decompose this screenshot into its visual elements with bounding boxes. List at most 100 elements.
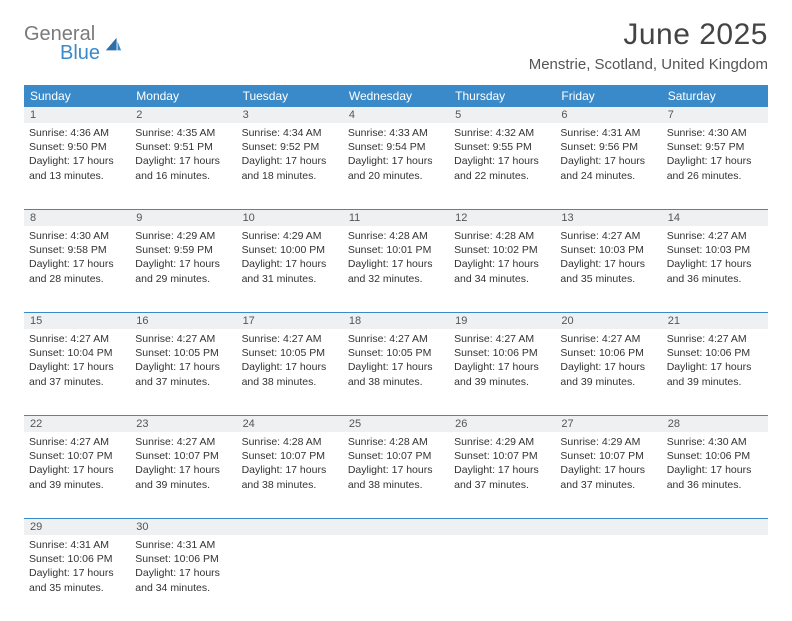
brand-logo: General Blue [24, 24, 122, 63]
day-number-row: 22232425262728 [24, 416, 768, 432]
day-number: 12 [449, 210, 555, 226]
sunset-line: Sunset: 10:03 PM [560, 243, 656, 257]
daylight-line: Daylight: 17 hours and 26 minutes. [667, 154, 763, 182]
sunrise-line: Sunrise: 4:29 AM [242, 229, 338, 243]
day-cell: Sunrise: 4:27 AMSunset: 10:06 PMDaylight… [662, 329, 768, 415]
daylight-line: Daylight: 17 hours and 32 minutes. [348, 257, 444, 285]
day-info: Sunrise: 4:29 AMSunset: 10:07 PMDaylight… [560, 435, 656, 492]
day-header-wed: Wednesday [343, 85, 449, 107]
day-info: Sunrise: 4:28 AMSunset: 10:01 PMDaylight… [348, 229, 444, 286]
day-cell: Sunrise: 4:27 AMSunset: 10:06 PMDaylight… [555, 329, 661, 415]
sunrise-line: Sunrise: 4:27 AM [135, 435, 231, 449]
day-number: 17 [237, 313, 343, 329]
day-number: 14 [662, 210, 768, 226]
empty-cell [555, 535, 661, 621]
sunset-line: Sunset: 10:04 PM [29, 346, 125, 360]
day-header-mon: Monday [130, 85, 236, 107]
sunrise-line: Sunrise: 4:27 AM [667, 332, 763, 346]
daylight-line: Daylight: 17 hours and 39 minutes. [135, 463, 231, 491]
sunset-line: Sunset: 9:55 PM [454, 140, 550, 154]
daylight-line: Daylight: 17 hours and 29 minutes. [135, 257, 231, 285]
day-cell: Sunrise: 4:31 AMSunset: 10:06 PMDaylight… [130, 535, 236, 621]
day-number [237, 519, 343, 535]
daylight-line: Daylight: 17 hours and 34 minutes. [454, 257, 550, 285]
day-cell: Sunrise: 4:32 AMSunset: 9:55 PMDaylight:… [449, 123, 555, 209]
day-number: 6 [555, 107, 661, 123]
day-number: 21 [662, 313, 768, 329]
location-text: Menstrie, Scotland, United Kingdom [529, 56, 768, 73]
sunset-line: Sunset: 10:05 PM [135, 346, 231, 360]
sunrise-line: Sunrise: 4:36 AM [29, 126, 125, 140]
sunset-line: Sunset: 10:06 PM [667, 449, 763, 463]
sunset-line: Sunset: 10:06 PM [135, 552, 231, 566]
day-info: Sunrise: 4:30 AMSunset: 10:06 PMDaylight… [667, 435, 763, 492]
day-info: Sunrise: 4:27 AMSunset: 10:05 PMDaylight… [348, 332, 444, 389]
empty-cell [662, 535, 768, 621]
sunrise-line: Sunrise: 4:27 AM [135, 332, 231, 346]
sunset-line: Sunset: 10:03 PM [667, 243, 763, 257]
sunset-line: Sunset: 10:06 PM [454, 346, 550, 360]
empty-cell [449, 535, 555, 621]
day-number: 11 [343, 210, 449, 226]
sunset-line: Sunset: 10:07 PM [242, 449, 338, 463]
day-number: 27 [555, 416, 661, 432]
day-cell: Sunrise: 4:27 AMSunset: 10:04 PMDaylight… [24, 329, 130, 415]
day-cell: Sunrise: 4:28 AMSunset: 10:01 PMDaylight… [343, 226, 449, 312]
daylight-line: Daylight: 17 hours and 35 minutes. [560, 257, 656, 285]
week-row: Sunrise: 4:27 AMSunset: 10:07 PMDaylight… [24, 432, 768, 519]
day-number [343, 519, 449, 535]
daylight-line: Daylight: 17 hours and 38 minutes. [242, 463, 338, 491]
day-info: Sunrise: 4:31 AMSunset: 10:06 PMDaylight… [135, 538, 231, 595]
daylight-line: Daylight: 17 hours and 37 minutes. [454, 463, 550, 491]
day-number: 22 [24, 416, 130, 432]
sunrise-line: Sunrise: 4:30 AM [667, 435, 763, 449]
day-number: 2 [130, 107, 236, 123]
day-cell: Sunrise: 4:29 AMSunset: 10:07 PMDaylight… [555, 432, 661, 518]
day-info: Sunrise: 4:27 AMSunset: 10:06 PMDaylight… [454, 332, 550, 389]
daylight-line: Daylight: 17 hours and 18 minutes. [242, 154, 338, 182]
calendar: Sunday Monday Tuesday Wednesday Thursday… [24, 85, 768, 621]
day-number: 19 [449, 313, 555, 329]
sunset-line: Sunset: 10:06 PM [667, 346, 763, 360]
daylight-line: Daylight: 17 hours and 37 minutes. [560, 463, 656, 491]
sunrise-line: Sunrise: 4:30 AM [29, 229, 125, 243]
day-info: Sunrise: 4:29 AMSunset: 10:00 PMDaylight… [242, 229, 338, 286]
day-number: 18 [343, 313, 449, 329]
sunrise-line: Sunrise: 4:28 AM [348, 229, 444, 243]
sunrise-line: Sunrise: 4:27 AM [29, 332, 125, 346]
sunset-line: Sunset: 10:07 PM [560, 449, 656, 463]
day-number: 23 [130, 416, 236, 432]
day-number: 8 [24, 210, 130, 226]
day-cell: Sunrise: 4:27 AMSunset: 10:03 PMDaylight… [662, 226, 768, 312]
day-cell: Sunrise: 4:29 AMSunset: 10:07 PMDaylight… [449, 432, 555, 518]
day-cell: Sunrise: 4:29 AMSunset: 9:59 PMDaylight:… [130, 226, 236, 312]
brand-sail-icon [104, 36, 122, 54]
day-cell: Sunrise: 4:28 AMSunset: 10:07 PMDaylight… [343, 432, 449, 518]
sunset-line: Sunset: 10:07 PM [454, 449, 550, 463]
day-info: Sunrise: 4:29 AMSunset: 9:59 PMDaylight:… [135, 229, 231, 286]
daylight-line: Daylight: 17 hours and 31 minutes. [242, 257, 338, 285]
day-number: 7 [662, 107, 768, 123]
day-cell: Sunrise: 4:28 AMSunset: 10:02 PMDaylight… [449, 226, 555, 312]
sunset-line: Sunset: 10:07 PM [135, 449, 231, 463]
day-info: Sunrise: 4:28 AMSunset: 10:02 PMDaylight… [454, 229, 550, 286]
day-header-sat: Saturday [662, 85, 768, 107]
daylight-line: Daylight: 17 hours and 13 minutes. [29, 154, 125, 182]
day-number: 29 [24, 519, 130, 535]
empty-cell [343, 535, 449, 621]
sunset-line: Sunset: 9:56 PM [560, 140, 656, 154]
day-cell: Sunrise: 4:27 AMSunset: 10:05 PMDaylight… [130, 329, 236, 415]
sunrise-line: Sunrise: 4:28 AM [242, 435, 338, 449]
sunrise-line: Sunrise: 4:33 AM [348, 126, 444, 140]
daylight-line: Daylight: 17 hours and 38 minutes. [348, 360, 444, 388]
day-info: Sunrise: 4:34 AMSunset: 9:52 PMDaylight:… [242, 126, 338, 183]
day-info: Sunrise: 4:36 AMSunset: 9:50 PMDaylight:… [29, 126, 125, 183]
sunrise-line: Sunrise: 4:27 AM [242, 332, 338, 346]
sunset-line: Sunset: 10:00 PM [242, 243, 338, 257]
day-cell: Sunrise: 4:31 AMSunset: 9:56 PMDaylight:… [555, 123, 661, 209]
day-cell: Sunrise: 4:35 AMSunset: 9:51 PMDaylight:… [130, 123, 236, 209]
day-number-row: 891011121314 [24, 210, 768, 226]
day-info: Sunrise: 4:27 AMSunset: 10:06 PMDaylight… [560, 332, 656, 389]
day-number: 1 [24, 107, 130, 123]
sunset-line: Sunset: 10:06 PM [560, 346, 656, 360]
